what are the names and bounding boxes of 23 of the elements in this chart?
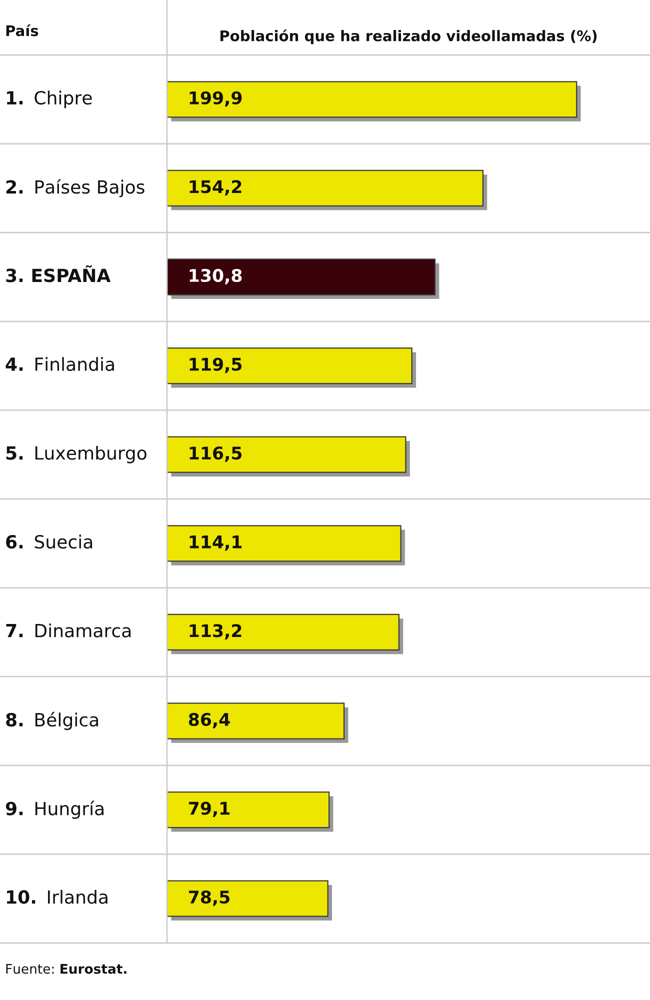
data-label: 116,5	[190, 446, 242, 462]
data-label: 79,1	[188, 802, 230, 818]
y-tick-label: 9. Hungría	[6, 800, 104, 819]
source-note: Fuente: Eurostat.	[6, 964, 126, 974]
data-label: 154,2	[190, 180, 242, 196]
y-tick-label: 1. Chipre	[7, 90, 92, 108]
x-axis-title: Población que ha realizado videollamadas (%)	[220, 29, 597, 44]
data-label: 78,5	[188, 890, 230, 906]
y-tick-label: 7. Dinamarca	[6, 623, 131, 638]
data-label: 113,2	[190, 624, 242, 640]
y-tick-label: 5. Luxemburgo	[6, 446, 146, 464]
y-tick-label: 10. Irlanda	[7, 890, 108, 904]
y-axis-title: País	[6, 24, 38, 36]
data-label: 199,9	[190, 91, 242, 107]
y-tick-label: 3. ESPAÑA	[6, 265, 111, 282]
data-label: 119,5	[190, 358, 242, 374]
y-tick-label: 8. Bélgica	[6, 712, 98, 730]
data-label: 114,1	[190, 536, 242, 551]
y-tick-label: 2. Países Bajos	[6, 179, 144, 198]
y-tick-label: 4. Finlandia	[6, 357, 114, 372]
data-label: 86,4	[188, 712, 230, 728]
y-tick-label: 6. Suecia	[6, 534, 92, 549]
data-label: 130,8	[190, 268, 242, 284]
